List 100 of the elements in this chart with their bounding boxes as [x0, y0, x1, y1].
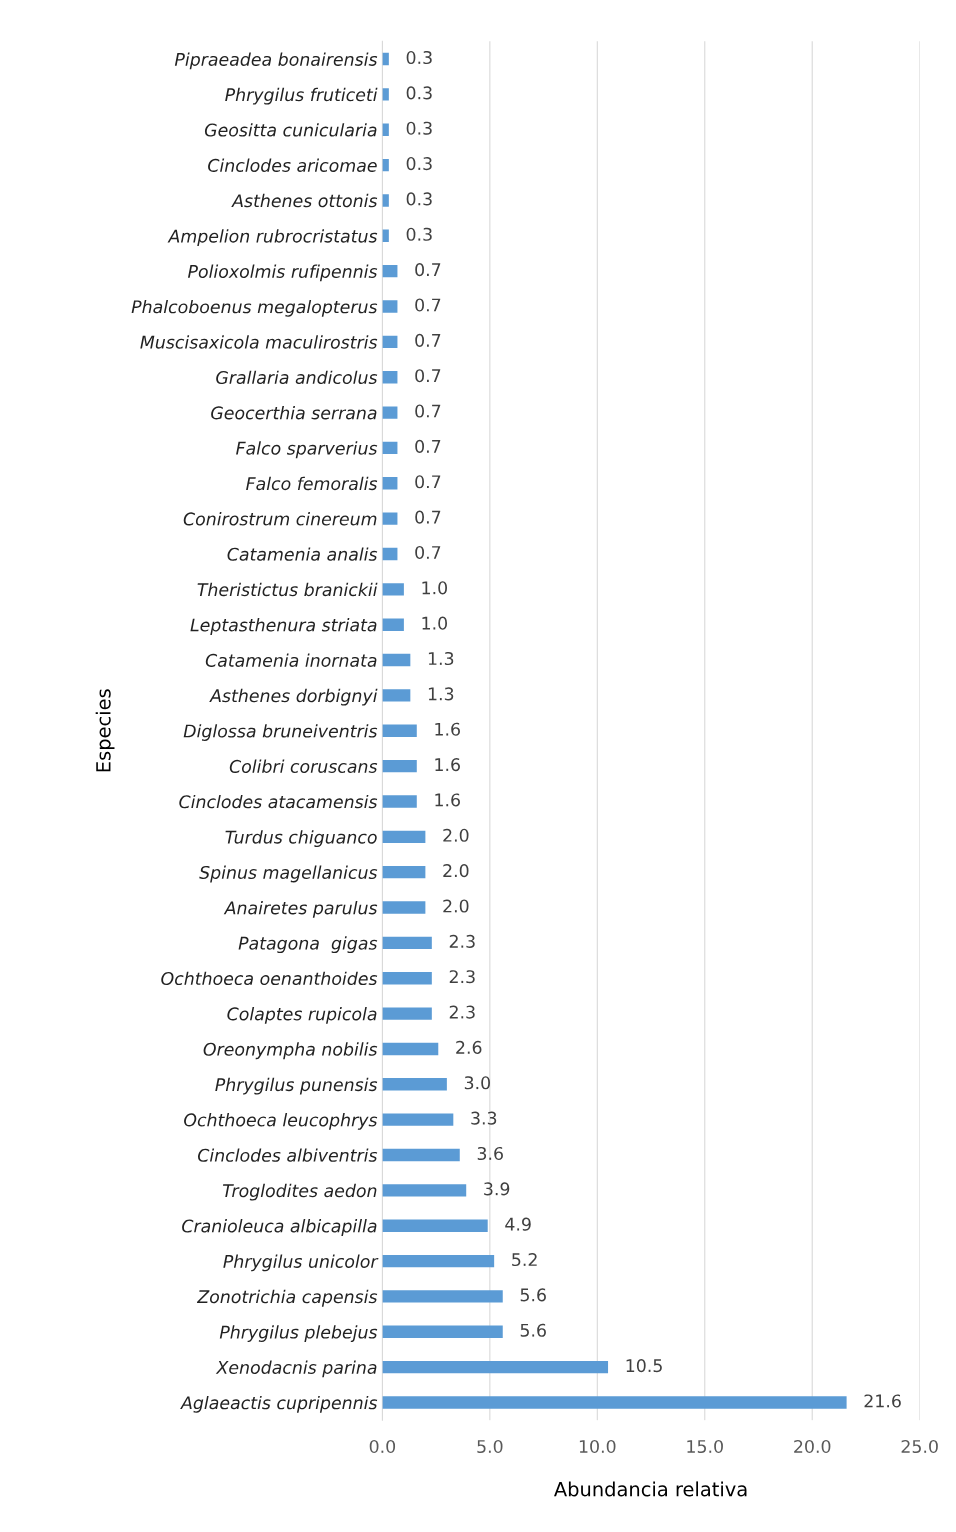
y-tick-label: Spinus magellanicus: [199, 865, 378, 883]
bar: [382, 1184, 467, 1197]
x-axis-title: Abundancia relativa: [554, 1481, 747, 1497]
data-label: 0.7: [415, 510, 441, 524]
bar: [382, 300, 398, 313]
y-tick-label: Grallaria andicolus: [216, 370, 378, 385]
y-tick-label: Ampelion rubrocristatus: [167, 229, 378, 247]
y-tick-label: Catamenia analis: [227, 547, 378, 561]
y-tick-label: Phrygilus punensis: [215, 1077, 378, 1095]
y-tick-label: Oreonympha nobilis: [203, 1042, 378, 1060]
data-label: 1.3: [428, 687, 454, 701]
data-label: 2.6: [456, 1040, 482, 1054]
bar: [382, 477, 398, 490]
y-tick-label: Geocerthia serrana: [211, 405, 377, 420]
data-label: 0.7: [415, 369, 441, 383]
data-label: 3.0: [464, 1076, 490, 1090]
bar: [382, 123, 389, 136]
y-tick-label: Phrygilus fruticeti: [225, 87, 378, 105]
data-label: 1.3: [428, 651, 454, 666]
bar: [382, 618, 404, 631]
data-label: 0.3: [406, 121, 432, 135]
data-label: 1.6: [435, 793, 460, 807]
y-tick-label: Muscisaxicola maculirostris: [140, 335, 378, 349]
bar: [382, 759, 417, 773]
y-tick-label: Colaptes rupicola: [227, 1007, 377, 1024]
y-tick-label: Cinclodes aricomae: [208, 158, 377, 172]
data-label: 0.7: [415, 545, 441, 560]
y-tick-label: Asthenes ottonis: [231, 193, 378, 208]
bar: [382, 795, 417, 808]
bar: [382, 936, 432, 950]
bar: [382, 88, 389, 101]
data-label: 0.7: [415, 333, 441, 347]
y-tick-label: Leptasthenura striata: [190, 618, 377, 635]
data-label: 0.7: [415, 475, 441, 489]
y-tick-label: Asthenes dorbignyi: [209, 688, 378, 706]
data-label: 0.7: [415, 404, 441, 418]
data-label: 4.9: [505, 1217, 531, 1231]
y-tick-label: Turdus chiguanco: [225, 830, 377, 848]
y-tick-label: Cinclodes albiventris: [197, 1148, 378, 1162]
y-tick-label: Ochthoeca oenanthoides: [161, 971, 378, 986]
data-label: 1.6: [435, 722, 460, 736]
bar: [382, 229, 389, 242]
y-tick-label: Patagona gigas: [238, 936, 378, 954]
data-label: 0.7: [415, 439, 441, 453]
data-label: 0.7: [415, 263, 441, 277]
data-label: 3.9: [484, 1182, 510, 1196]
data-label: 5.6: [520, 1288, 546, 1302]
bar: [382, 653, 411, 667]
data-label: 3.3: [471, 1111, 497, 1125]
y-tick-label: Anairetes parulus: [223, 900, 378, 918]
y-tick-label: Xenodacnis parina: [215, 1360, 377, 1378]
x-tick-label: 5.0: [477, 1439, 503, 1454]
x-tick-label: 10.0: [579, 1439, 616, 1454]
bar: [382, 264, 398, 278]
data-label: 0.3: [406, 157, 432, 171]
data-label: 3.6: [477, 1146, 503, 1161]
bar: [382, 1290, 503, 1303]
y-tick-label: Conirostrum cinereum: [183, 512, 377, 526]
data-label: 1.6: [435, 758, 460, 772]
bar: [382, 194, 389, 207]
data-label: 2.3: [449, 970, 475, 984]
x-tick-label: 25.0: [901, 1439, 938, 1454]
data-label: 0.3: [406, 227, 432, 241]
y-tick-label: Cranioleuca albicapilla: [182, 1219, 377, 1236]
y-tick-label: Geositta cunicularia: [204, 123, 377, 137]
bar: [382, 1325, 503, 1338]
data-label: 21.6: [864, 1394, 901, 1408]
bar: [382, 583, 404, 596]
data-label: 0.3: [406, 50, 432, 65]
y-tick-label: Falco sparverius: [236, 441, 378, 459]
bar: [382, 689, 411, 702]
bar: [382, 1219, 488, 1232]
y-tick-label: Falco femoralis: [246, 476, 378, 491]
bar: [382, 547, 398, 561]
y-tick-label: Phrygilus unicolor: [223, 1254, 379, 1272]
y-tick-label: Troglodites aedon: [222, 1183, 377, 1201]
bar: [382, 1078, 447, 1091]
bar: [382, 335, 398, 349]
y-axis-title: Especies: [95, 689, 115, 772]
bar: [382, 972, 432, 985]
bar: [382, 158, 389, 172]
y-tick-label: Catamenia inornata: [205, 653, 377, 667]
y-tick-label: Cinclodes atacamensis: [179, 794, 378, 809]
data-label: 1.0: [422, 581, 448, 595]
data-label: 1.0: [422, 616, 448, 630]
y-tick-label: Zonotrichia capensis: [196, 1289, 378, 1307]
data-label: 2.0: [443, 864, 469, 878]
y-tick-label: Phalcoboenus megalopterus: [131, 299, 378, 317]
bar: [382, 1254, 495, 1268]
y-tick-label: Diglossa bruneiventris: [183, 724, 378, 741]
y-tick-label: Ochthoeca leucophrys: [184, 1113, 378, 1130]
y-tick-label: Pipraeadea bonairensis: [174, 52, 378, 70]
bar: [382, 724, 417, 737]
bar: [382, 1113, 454, 1126]
data-label: 2.0: [443, 899, 469, 913]
data-label: 0.7: [415, 298, 441, 312]
bar: [382, 1396, 847, 1409]
y-tick-label: Phrygilus plebejus: [219, 1325, 378, 1342]
data-label: 10.5: [626, 1359, 662, 1373]
bar: [382, 830, 426, 844]
